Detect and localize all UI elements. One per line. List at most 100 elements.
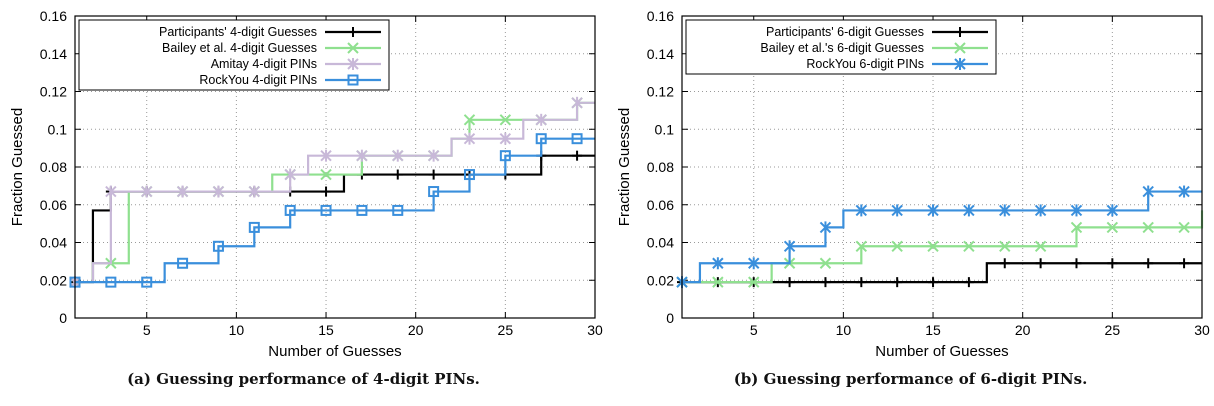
data-point xyxy=(783,240,796,253)
y-tick-label: 0.04 xyxy=(40,235,67,251)
data-point xyxy=(999,240,1011,252)
x-tick-label: 5 xyxy=(143,322,151,338)
y-axis-label: Fraction Guessed xyxy=(616,108,633,226)
series-line xyxy=(75,137,595,284)
data-point xyxy=(212,240,224,252)
data-point xyxy=(499,132,512,145)
data-point xyxy=(177,257,189,269)
data-point xyxy=(927,204,939,217)
y-tick-label: 0.16 xyxy=(40,8,67,24)
data-point xyxy=(1142,185,1154,198)
series-asterisk xyxy=(676,185,1202,289)
data-point xyxy=(392,169,403,180)
data-point xyxy=(963,277,974,288)
y-tick-label: 0.16 xyxy=(647,8,674,24)
legend-marker xyxy=(347,58,359,70)
x-axis-label: Number of Guesses xyxy=(268,343,401,360)
y-tick-label: 0.06 xyxy=(647,197,674,213)
data-point xyxy=(248,221,260,233)
series-line xyxy=(682,210,1204,284)
data-point xyxy=(784,277,795,288)
data-point xyxy=(141,185,153,198)
y-tick-label: 0.08 xyxy=(647,159,674,175)
x-tick-label: 30 xyxy=(1194,322,1210,338)
data-point xyxy=(320,204,332,216)
legend-marker xyxy=(955,27,965,37)
data-point xyxy=(891,204,903,217)
data-point xyxy=(284,204,296,216)
data-point xyxy=(891,240,903,252)
data-point xyxy=(1106,204,1119,217)
legend: Participants' 4-digit Guesses Bailey et a… xyxy=(78,19,390,91)
data-point xyxy=(320,149,332,162)
data-point xyxy=(105,185,117,198)
legend-marker xyxy=(954,42,966,54)
legend-label: Amitay 4-digit PINs xyxy=(211,57,317,71)
x-axis-label: Number of Guesses xyxy=(875,343,1008,360)
data-point xyxy=(1142,221,1154,234)
y-tick-label: 0.12 xyxy=(647,84,674,100)
plot-frame xyxy=(681,15,1203,319)
y-tick-label: 0.1 xyxy=(48,121,68,137)
data-point xyxy=(392,204,404,216)
legend-label: Bailey et al. 4-digit Guesses xyxy=(162,41,317,55)
data-point xyxy=(819,257,832,269)
series-square xyxy=(69,133,595,288)
x-tick-label: 25 xyxy=(498,322,514,338)
data-point xyxy=(176,185,189,198)
y-tick-label: 0.14 xyxy=(647,46,674,62)
data-point xyxy=(963,204,975,217)
data-point xyxy=(427,149,440,162)
data-point xyxy=(535,113,547,126)
data-point xyxy=(463,132,476,145)
chart-panel-a: 5 10 15 20 25 30 0 0.02 0.04 0.06 0.08 0.1 0.12 0.14 0… xyxy=(9,8,603,388)
data-point xyxy=(428,186,440,198)
data-point xyxy=(999,258,1010,269)
data-point xyxy=(499,114,512,126)
data-point xyxy=(1179,258,1190,269)
data-point xyxy=(356,204,368,216)
y-tick-label: 0.1 xyxy=(655,121,675,137)
x-tick-label: 10 xyxy=(836,322,852,338)
data-point xyxy=(356,149,368,162)
data-point xyxy=(571,133,583,145)
data-point xyxy=(819,221,832,234)
x-tick-label: 30 xyxy=(587,322,603,338)
data-point xyxy=(535,133,547,145)
y-tick-label: 0.12 xyxy=(40,84,67,100)
x-tick-label: 15 xyxy=(318,322,334,338)
y-tick-label: 0.14 xyxy=(40,46,67,62)
series-plus xyxy=(70,150,595,288)
data-point xyxy=(999,204,1011,217)
data-point xyxy=(712,276,724,288)
data-point xyxy=(1106,221,1119,234)
chart-4-digit: 5 10 15 20 25 30 0 0.02 0.04 0.06 0.08 0.1 0.12 0.14 0… xyxy=(9,8,603,360)
legend-marker xyxy=(347,74,359,86)
x-tick-label: 20 xyxy=(408,322,424,338)
data-point xyxy=(927,240,939,252)
data-point xyxy=(1071,258,1082,269)
legend-label: Participants' 6-digit Guesses xyxy=(766,25,924,39)
x-tick-label: 5 xyxy=(750,322,758,338)
data-point xyxy=(855,204,868,217)
data-point xyxy=(1143,258,1154,269)
chart-caption: (b) Guessing performance of 6-digit PINs… xyxy=(733,370,1088,388)
data-point xyxy=(855,240,868,252)
data-point xyxy=(1034,204,1047,217)
chart-panel-b: 5 10 15 20 25 30 0 0.02 0.04 0.06 0.08 0.1 0.12 0.14 0… xyxy=(607,0,1214,406)
legend-label: Bailey et al.'s 6-digit Guesses xyxy=(760,41,924,55)
y-axis-label: Fraction Guessed xyxy=(9,108,26,226)
data-point xyxy=(748,257,760,270)
plot-frame xyxy=(74,15,596,319)
data-point xyxy=(463,114,476,126)
data-point xyxy=(856,277,867,288)
data-point xyxy=(571,96,583,109)
y-tick-label: 0.06 xyxy=(40,197,67,213)
y-tick-label: 0.04 xyxy=(647,235,674,251)
data-point xyxy=(1178,221,1190,234)
legend-marker xyxy=(348,27,358,37)
legend-marker xyxy=(954,58,966,70)
y-tick-label: 0.02 xyxy=(40,272,67,288)
data-point xyxy=(212,185,225,198)
legend: Participants' 6-digit Guesses Bailey et a… xyxy=(685,19,997,75)
